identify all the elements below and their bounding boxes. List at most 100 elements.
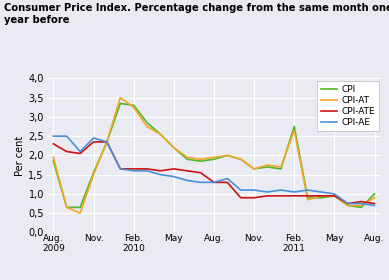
- CPI-AT: [319, 194, 323, 197]
- CPI: [225, 154, 230, 157]
- CPI-ATE: [305, 194, 310, 197]
- CPI-AE: [225, 177, 230, 180]
- CPI-AT: [198, 158, 203, 161]
- Y-axis label: Per cent: Per cent: [16, 135, 26, 176]
- CPI-AE: [51, 134, 56, 138]
- CPI-ATE: [332, 194, 337, 197]
- CPI-AE: [131, 169, 136, 172]
- CPI-AE: [78, 150, 82, 153]
- CPI-AT: [252, 167, 256, 171]
- CPI-ATE: [252, 196, 256, 199]
- CPI-AT: [145, 125, 149, 128]
- CPI: [118, 102, 123, 105]
- CPI-AT: [345, 204, 350, 207]
- CPI: [145, 121, 149, 124]
- CPI: [172, 146, 176, 150]
- CPI-AE: [158, 173, 163, 176]
- CPI-AT: [225, 154, 230, 157]
- CPI-AE: [65, 134, 69, 138]
- CPI-AT: [131, 106, 136, 109]
- CPI-ATE: [198, 171, 203, 174]
- CPI-AE: [238, 188, 243, 192]
- CPI-ATE: [105, 140, 109, 144]
- CPI-AT: [238, 158, 243, 161]
- CPI: [345, 204, 350, 207]
- CPI-AE: [118, 167, 123, 171]
- CPI-AE: [145, 169, 149, 172]
- CPI-ATE: [51, 142, 56, 146]
- CPI-ATE: [172, 167, 176, 171]
- CPI: [305, 196, 310, 199]
- CPI: [185, 158, 189, 161]
- CPI: [359, 206, 363, 209]
- CPI: [158, 132, 163, 136]
- CPI-AE: [305, 188, 310, 192]
- CPI: [265, 165, 270, 169]
- CPI-ATE: [145, 167, 149, 171]
- CPI-ATE: [265, 194, 270, 197]
- CPI-AE: [172, 175, 176, 178]
- Line: CPI-ATE: CPI-ATE: [53, 142, 375, 204]
- CPI-AT: [279, 165, 283, 169]
- CPI-AE: [319, 190, 323, 194]
- CPI-AT: [118, 96, 123, 99]
- Line: CPI-AT: CPI-AT: [53, 98, 375, 213]
- CPI-AT: [65, 206, 69, 209]
- CPI: [212, 158, 216, 161]
- CPI: [319, 196, 323, 199]
- CPI: [105, 140, 109, 144]
- CPI: [332, 194, 337, 197]
- CPI-ATE: [185, 169, 189, 172]
- CPI: [252, 167, 256, 171]
- CPI-AT: [78, 211, 82, 215]
- CPI-AE: [292, 190, 296, 194]
- Line: CPI: CPI: [53, 103, 375, 207]
- CPI-AT: [265, 163, 270, 167]
- CPI-AT: [372, 196, 377, 199]
- CPI-AT: [105, 140, 109, 144]
- CPI-AE: [105, 140, 109, 144]
- CPI: [292, 125, 296, 128]
- CPI-ATE: [78, 152, 82, 155]
- CPI-AT: [158, 132, 163, 136]
- CPI-ATE: [238, 196, 243, 199]
- CPI-ATE: [65, 150, 69, 153]
- CPI: [78, 206, 82, 209]
- CPI-AT: [359, 204, 363, 207]
- CPI-AE: [265, 190, 270, 194]
- CPI-AT: [305, 198, 310, 201]
- CPI-ATE: [212, 181, 216, 184]
- CPI: [91, 171, 96, 174]
- Legend: CPI, CPI-AT, CPI-ATE, CPI-AE: CPI, CPI-AT, CPI-ATE, CPI-AE: [317, 81, 378, 131]
- CPI: [279, 167, 283, 171]
- Text: Consumer Price Index. Percentage change from the same month one
year before: Consumer Price Index. Percentage change …: [4, 3, 389, 25]
- CPI-ATE: [91, 140, 96, 144]
- CPI-ATE: [118, 167, 123, 171]
- CPI: [131, 104, 136, 107]
- CPI-AE: [198, 181, 203, 184]
- CPI-ATE: [279, 194, 283, 197]
- CPI-ATE: [359, 200, 363, 203]
- CPI: [65, 206, 69, 209]
- CPI-AT: [91, 173, 96, 176]
- CPI-ATE: [372, 202, 377, 205]
- CPI-ATE: [345, 202, 350, 205]
- CPI-AT: [185, 156, 189, 159]
- CPI: [372, 192, 377, 195]
- CPI-ATE: [131, 167, 136, 171]
- CPI-AT: [212, 156, 216, 159]
- CPI-AE: [212, 181, 216, 184]
- CPI: [51, 160, 56, 163]
- CPI-AT: [172, 146, 176, 150]
- Line: CPI-AE: CPI-AE: [53, 136, 375, 206]
- CPI-AT: [332, 194, 337, 197]
- CPI-AE: [91, 136, 96, 140]
- CPI-ATE: [319, 194, 323, 197]
- CPI-AE: [185, 179, 189, 182]
- CPI-ATE: [158, 169, 163, 172]
- CPI: [198, 160, 203, 163]
- CPI-ATE: [225, 181, 230, 184]
- CPI-AE: [372, 204, 377, 207]
- CPI-AE: [332, 192, 337, 195]
- CPI-AT: [292, 129, 296, 132]
